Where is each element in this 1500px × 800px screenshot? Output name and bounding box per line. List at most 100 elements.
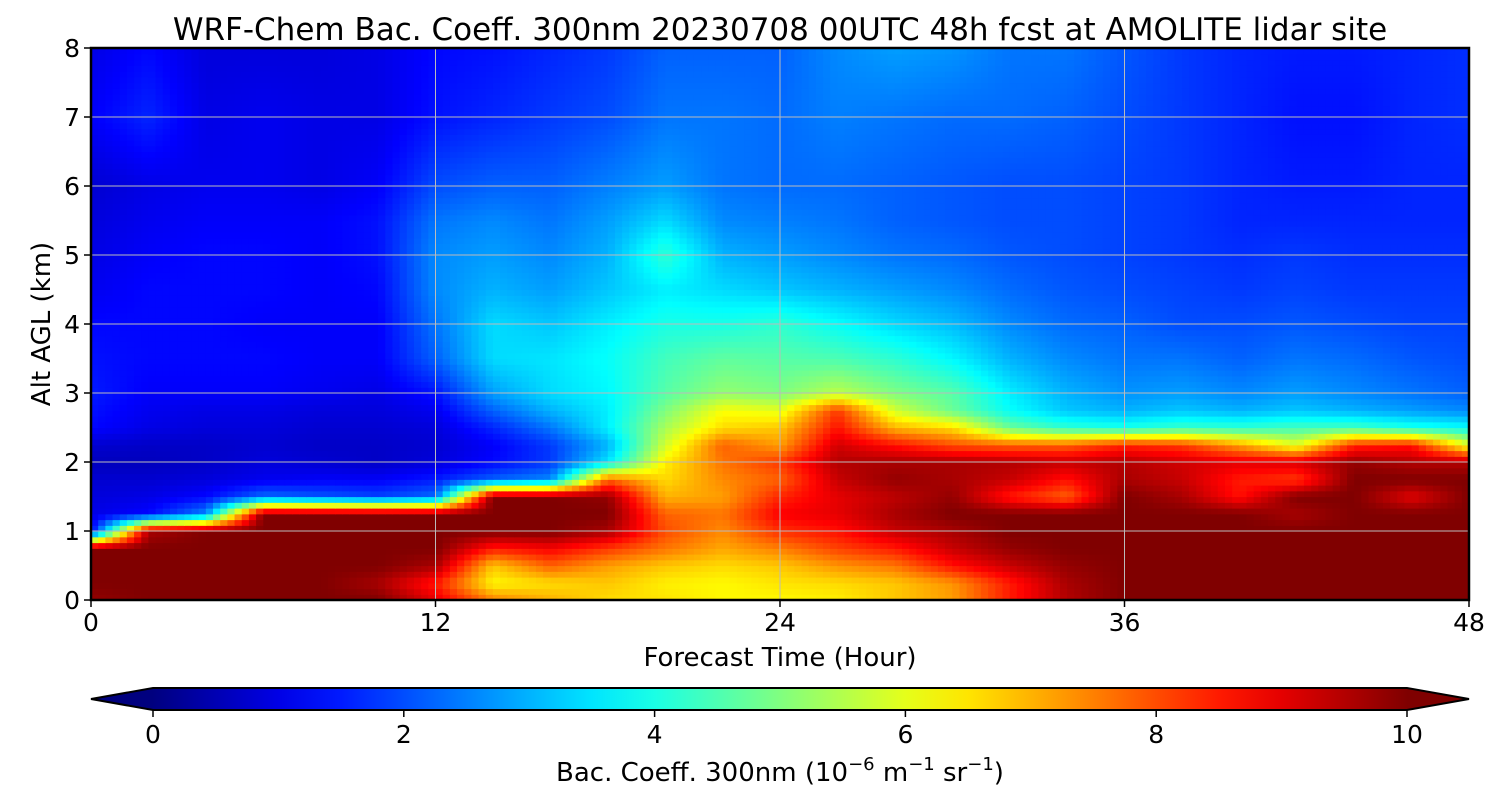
- heatmap-cell: [285, 497, 293, 503]
- heatmap-cell: [285, 491, 293, 497]
- heatmap-cell: [945, 514, 953, 520]
- heatmap-cell: [880, 474, 888, 480]
- heatmap-cell: [1203, 485, 1211, 491]
- heatmap-cell: [608, 520, 616, 526]
- heatmap-cell: [177, 451, 185, 457]
- heatmap-cell: [306, 566, 314, 572]
- heatmap-cell: [694, 537, 702, 543]
- heatmap-cell: [636, 566, 644, 572]
- heatmap-cell: [579, 583, 587, 589]
- heatmap-cell: [443, 497, 451, 503]
- heatmap-cell: [335, 566, 343, 572]
- heatmap-cell: [536, 548, 544, 554]
- heatmap-cell: [1340, 451, 1348, 457]
- heatmap-cell: [1218, 508, 1226, 514]
- heatmap-cell: [1340, 554, 1348, 560]
- heatmap-cell: [1397, 514, 1405, 520]
- heatmap-cell: [1103, 468, 1111, 474]
- heatmap-cell: [658, 548, 666, 554]
- heatmap-cell: [1053, 537, 1061, 543]
- heatmap-cell: [220, 560, 228, 566]
- heatmap-cell: [493, 485, 501, 491]
- heatmap-cell: [486, 479, 494, 485]
- heatmap-cell: [565, 468, 573, 474]
- heatmap-cell: [1268, 583, 1276, 589]
- heatmap-cell: [1218, 479, 1226, 485]
- heatmap-cell: [1081, 583, 1089, 589]
- heatmap-cell: [1196, 502, 1204, 508]
- heatmap-cell: [292, 462, 300, 468]
- heatmap-cell: [809, 502, 817, 508]
- heatmap-cell: [450, 560, 458, 566]
- heatmap-cell: [1211, 491, 1219, 497]
- heatmap-cell: [1232, 514, 1240, 520]
- heatmap-cell: [1254, 554, 1262, 560]
- heatmap-cell: [170, 560, 178, 566]
- heatmap-cell: [213, 474, 221, 480]
- heatmap-cell: [931, 462, 939, 468]
- heatmap-cell: [522, 548, 530, 554]
- heatmap-cell: [1239, 577, 1247, 583]
- heatmap-cell: [507, 485, 515, 491]
- heatmap-cell: [464, 491, 472, 497]
- heatmap-cell: [349, 462, 357, 468]
- heatmap-cell: [680, 589, 688, 595]
- heatmap-cell: [1433, 537, 1441, 543]
- heatmap-cell: [1225, 589, 1233, 595]
- heatmap-cell: [364, 508, 372, 514]
- heatmap-cell: [414, 548, 422, 554]
- heatmap-cell: [1182, 548, 1190, 554]
- heatmap-cell: [974, 468, 982, 474]
- heatmap-cell: [1110, 479, 1118, 485]
- heatmap-cell: [335, 537, 343, 543]
- heatmap-cell: [1096, 502, 1104, 508]
- heatmap-cell: [1361, 520, 1369, 526]
- heatmap-cell: [1419, 474, 1427, 480]
- heatmap-cell: [1361, 491, 1369, 497]
- heatmap-cell: [1081, 554, 1089, 560]
- heatmap-cell: [952, 571, 960, 577]
- heatmap-cell: [1304, 468, 1312, 474]
- heatmap-cell: [1074, 543, 1082, 549]
- heatmap-cell: [156, 462, 164, 468]
- heatmap-cell: [837, 543, 845, 549]
- heatmap-cell: [141, 491, 149, 497]
- heatmap-cell: [809, 537, 817, 543]
- heatmap-cell: [514, 537, 522, 543]
- heatmap-cell: [680, 571, 688, 577]
- heatmap-cell: [306, 497, 314, 503]
- heatmap-cell: [1318, 462, 1326, 468]
- heatmap-cell: [1196, 497, 1204, 503]
- heatmap-cell: [694, 560, 702, 566]
- heatmap-cell: [500, 589, 508, 595]
- heatmap-cell: [1412, 566, 1420, 572]
- heatmap-cell: [1096, 531, 1104, 537]
- heatmap-cell: [1146, 462, 1154, 468]
- heatmap-cell: [1002, 451, 1010, 457]
- heatmap-cell: [1261, 554, 1269, 560]
- heatmap-cell: [184, 508, 192, 514]
- heatmap-cell: [981, 571, 989, 577]
- heatmap-cell: [148, 508, 156, 514]
- heatmap-cell: [1103, 537, 1111, 543]
- heatmap-cell: [1254, 462, 1262, 468]
- heatmap-cell: [1440, 485, 1448, 491]
- heatmap-cell: [400, 485, 408, 491]
- heatmap-cell: [744, 479, 752, 485]
- heatmap-cell: [751, 531, 759, 537]
- heatmap-cell: [773, 491, 781, 497]
- heatmap-cell: [1024, 497, 1032, 503]
- heatmap-cell: [1168, 531, 1176, 537]
- heatmap-cell: [1132, 589, 1140, 595]
- heatmap-cell: [120, 543, 128, 549]
- heatmap-cell: [952, 531, 960, 537]
- heatmap-cell: [644, 566, 652, 572]
- heatmap-cell: [622, 543, 630, 549]
- heatmap-cell: [270, 520, 278, 526]
- heatmap-cell: [586, 583, 594, 589]
- heatmap-cell: [809, 485, 817, 491]
- heatmap-cell: [1160, 485, 1168, 491]
- heatmap-cell: [593, 583, 601, 589]
- heatmap-cell: [809, 491, 817, 497]
- heatmap-cell: [514, 468, 522, 474]
